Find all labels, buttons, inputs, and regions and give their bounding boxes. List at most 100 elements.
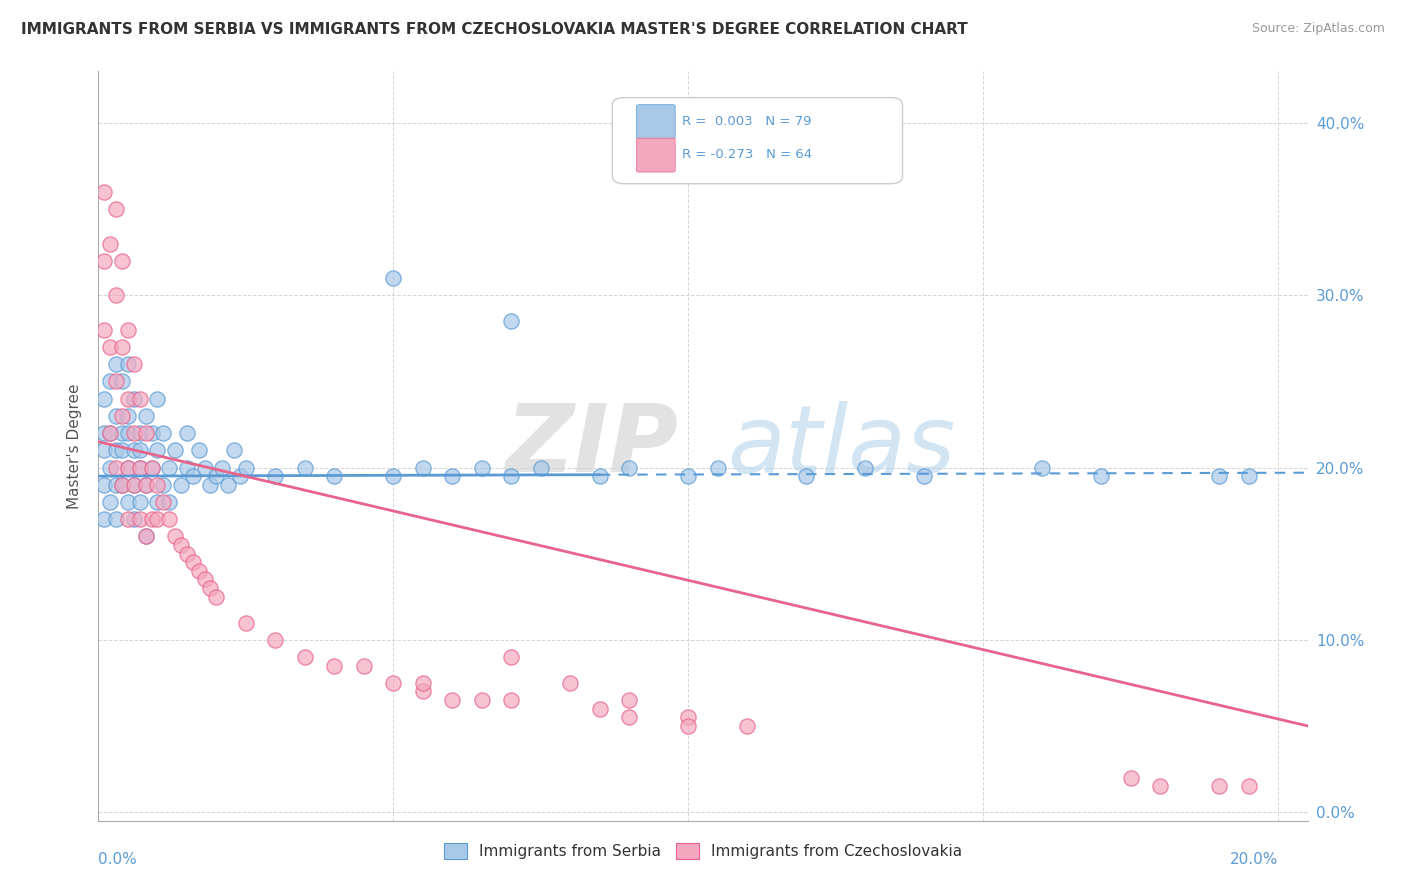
Point xyxy=(1119,771,1142,785)
Point xyxy=(382,469,405,483)
Point xyxy=(560,676,582,690)
Point xyxy=(619,460,641,475)
Text: atlas: atlas xyxy=(727,401,956,491)
Point xyxy=(128,426,150,441)
Point xyxy=(111,409,134,423)
Point xyxy=(264,632,287,647)
Text: R =  0.003   N = 79: R = 0.003 N = 79 xyxy=(682,115,811,128)
Point xyxy=(1208,779,1230,793)
Point xyxy=(165,529,187,543)
Point xyxy=(382,676,405,690)
Point xyxy=(619,693,641,707)
Point xyxy=(176,460,198,475)
Point xyxy=(501,314,523,328)
Point xyxy=(222,443,245,458)
Point xyxy=(105,288,128,302)
Point xyxy=(205,590,228,604)
Point xyxy=(105,202,128,216)
Point xyxy=(176,426,198,441)
Point xyxy=(1149,779,1171,793)
Point xyxy=(157,512,180,526)
Point xyxy=(205,469,228,483)
Point xyxy=(176,547,198,561)
Point xyxy=(141,460,163,475)
Point xyxy=(141,512,163,526)
Point xyxy=(98,495,121,509)
Point xyxy=(235,460,257,475)
Point xyxy=(1237,779,1260,793)
Point xyxy=(165,443,187,458)
Point xyxy=(93,443,115,458)
Point xyxy=(187,443,209,458)
Point xyxy=(157,460,180,475)
Point xyxy=(211,460,233,475)
Point xyxy=(146,392,169,406)
Point xyxy=(93,477,115,491)
Point xyxy=(146,512,169,526)
Point xyxy=(111,426,134,441)
Point xyxy=(111,477,134,491)
Point xyxy=(217,477,239,491)
Point xyxy=(93,426,115,441)
Point xyxy=(152,477,174,491)
Point xyxy=(135,477,157,491)
Point xyxy=(146,443,169,458)
Point xyxy=(706,460,728,475)
FancyBboxPatch shape xyxy=(637,138,675,172)
Point xyxy=(146,477,169,491)
Point xyxy=(122,426,145,441)
Point xyxy=(323,469,346,483)
Point xyxy=(122,357,145,371)
Point xyxy=(678,469,700,483)
Point xyxy=(1090,469,1112,483)
Point xyxy=(353,658,375,673)
Point xyxy=(501,693,523,707)
Point xyxy=(128,443,150,458)
Point xyxy=(152,495,174,509)
Point xyxy=(122,512,145,526)
Point xyxy=(187,564,209,578)
FancyBboxPatch shape xyxy=(613,97,903,184)
Point xyxy=(105,477,128,491)
Point xyxy=(200,477,222,491)
Point xyxy=(128,460,150,475)
Y-axis label: Master's Degree: Master's Degree xyxy=(66,384,82,508)
Point xyxy=(122,477,145,491)
Point xyxy=(117,409,139,423)
Point xyxy=(117,392,139,406)
Point xyxy=(93,512,115,526)
Point xyxy=(98,236,121,251)
Point xyxy=(111,477,134,491)
Point xyxy=(146,495,169,509)
Point xyxy=(105,460,128,475)
Point xyxy=(471,693,494,707)
Point xyxy=(135,529,157,543)
Point xyxy=(194,460,217,475)
Point xyxy=(229,469,252,483)
Point xyxy=(853,460,876,475)
Point xyxy=(181,555,204,569)
Point xyxy=(105,409,128,423)
Point xyxy=(93,392,115,406)
Point xyxy=(117,323,139,337)
Point xyxy=(117,426,139,441)
Point xyxy=(135,477,157,491)
Point xyxy=(678,719,700,733)
Point xyxy=(135,409,157,423)
Point xyxy=(501,469,523,483)
Point xyxy=(294,460,316,475)
Point xyxy=(128,495,150,509)
Point xyxy=(412,676,434,690)
Point xyxy=(264,469,287,483)
Point xyxy=(98,375,121,389)
Point xyxy=(235,615,257,630)
Point xyxy=(93,323,115,337)
Point xyxy=(194,573,217,587)
Point xyxy=(735,719,758,733)
Point xyxy=(117,512,139,526)
Point xyxy=(323,658,346,673)
Point xyxy=(678,710,700,724)
Point xyxy=(181,469,204,483)
Point xyxy=(98,426,121,441)
Point xyxy=(441,469,464,483)
